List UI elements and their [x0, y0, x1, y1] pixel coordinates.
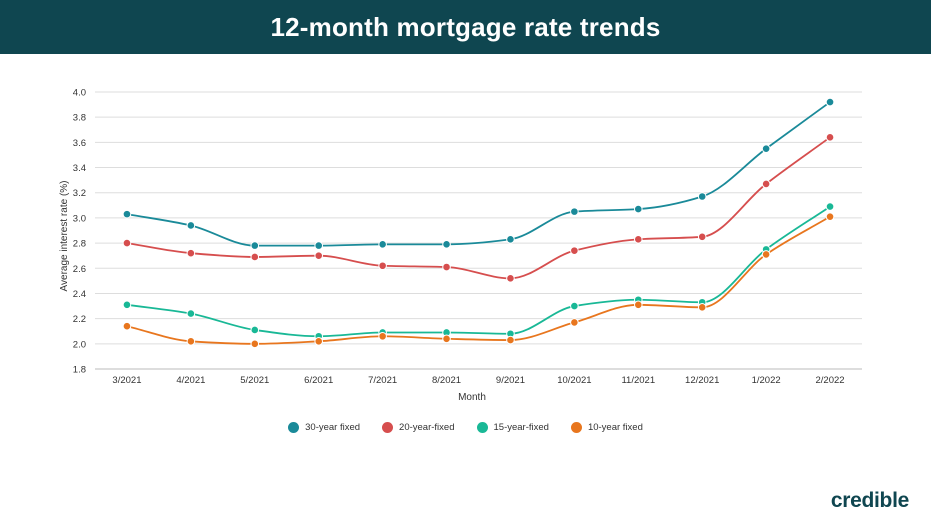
data-point[interactable]	[186, 248, 196, 258]
data-point[interactable]	[442, 334, 451, 344]
y-tick-label: 2.4	[73, 289, 86, 300]
data-point[interactable]	[122, 321, 132, 331]
legend-label: 20-year-fixed	[399, 422, 455, 433]
data-point[interactable]	[697, 192, 707, 201]
legend-label: 30-year fixed	[305, 422, 361, 433]
data-point[interactable]	[186, 309, 196, 318]
data-point[interactable]	[314, 337, 324, 346]
data-point[interactable]	[825, 212, 835, 221]
data-point[interactable]	[314, 241, 324, 250]
data-point[interactable]	[761, 144, 771, 153]
line-chart: 4.0 3.8 3.6 3.4 3.2 3.0 2.8 2.6 2.4 2.2 2.0 1.8 3/2…	[59, 88, 862, 403]
data-point[interactable]	[506, 274, 515, 283]
y-tick-label: 3.8	[73, 113, 86, 124]
legend-label: 15-year-fixed	[493, 422, 549, 433]
legend-swatch	[476, 422, 488, 433]
y-tick-label: 4.0	[73, 88, 86, 99]
data-point[interactable]	[122, 209, 132, 219]
x-tick-label: 2/2022	[816, 375, 845, 386]
legend-item[interactable]: 20-year-fixed	[382, 422, 455, 433]
page-title: 12-month mortgage rate trends	[270, 11, 661, 42]
data-point[interactable]	[186, 337, 196, 346]
data-point[interactable]	[378, 240, 387, 249]
data-point[interactable]	[633, 235, 643, 244]
data-point[interactable]	[506, 335, 515, 345]
data-point[interactable]	[570, 207, 579, 216]
x-tick-label: 7/2021	[368, 375, 397, 386]
x-tick-label: 5/2021	[240, 375, 269, 386]
data-point[interactable]	[761, 250, 771, 259]
y-tick-label: 2.2	[73, 314, 86, 325]
data-point[interactable]	[697, 303, 707, 312]
data-point[interactable]	[825, 97, 835, 107]
data-point[interactable]	[250, 252, 260, 262]
y-tick-label: 3.2	[73, 188, 86, 199]
legend-item[interactable]: 15-year-fixed	[476, 422, 549, 433]
data-point[interactable]	[250, 339, 260, 349]
data-point[interactable]	[378, 261, 387, 271]
x-tick-label: 9/2021	[496, 375, 525, 386]
legend-swatch	[382, 422, 394, 433]
data-point[interactable]	[761, 179, 771, 189]
data-point[interactable]	[314, 251, 324, 260]
y-tick-label: 3.6	[73, 138, 86, 149]
x-tick-label: 12/2021	[685, 375, 719, 386]
x-tick-label: 1/2022	[752, 375, 781, 386]
legend-label: 10-year fixed	[587, 422, 643, 433]
data-point[interactable]	[570, 318, 579, 327]
y-tick-label: 3.0	[73, 213, 86, 224]
data-point[interactable]	[633, 204, 643, 214]
x-tick-label: 3/2021	[112, 375, 141, 386]
x-tick-label: 11/2021	[621, 375, 655, 386]
legend-item[interactable]: 10-year fixed	[570, 422, 643, 433]
x-tick-label: 6/2021	[304, 375, 333, 386]
title-banner: 12-month mortgage rate trends	[0, 0, 931, 54]
credible-logo: credible	[830, 489, 909, 512]
data-point[interactable]	[570, 301, 579, 311]
series-line-1	[126, 136, 831, 280]
data-point[interactable]	[186, 221, 196, 230]
y-tick-label: 2.6	[73, 264, 86, 275]
y-tick-label: 2.8	[73, 239, 86, 250]
y-tick-label: 1.8	[73, 365, 86, 376]
x-tick-label: 10/2021	[557, 375, 591, 386]
data-point[interactable]	[825, 133, 835, 142]
legend-swatch	[570, 422, 582, 433]
x-axis-title: Month	[458, 392, 486, 403]
data-point[interactable]	[825, 202, 835, 211]
y-axis-title: Average interest rate (%)	[59, 181, 70, 292]
x-tick-label: 8/2021	[432, 375, 461, 386]
series-line-0	[126, 101, 831, 247]
data-point[interactable]	[442, 240, 451, 249]
data-point[interactable]	[570, 246, 579, 255]
data-point[interactable]	[442, 262, 451, 272]
y-tick-label: 2.0	[73, 339, 86, 350]
chart-legend: 30-year fixed 20-year-fixed 15-year-fixed 1…	[0, 422, 931, 433]
data-point[interactable]	[250, 325, 260, 335]
legend-swatch	[288, 422, 300, 433]
y-tick-label: 3.4	[73, 163, 86, 174]
data-point[interactable]	[378, 331, 387, 341]
data-point[interactable]	[697, 232, 707, 242]
data-point[interactable]	[122, 238, 132, 248]
legend-item[interactable]: 30-year fixed	[288, 422, 360, 433]
series-line-2	[126, 205, 831, 338]
data-point[interactable]	[250, 241, 260, 250]
data-point[interactable]	[506, 235, 515, 244]
x-tick-label: 4/2021	[176, 375, 205, 386]
data-point[interactable]	[122, 300, 132, 310]
data-point[interactable]	[633, 300, 643, 310]
